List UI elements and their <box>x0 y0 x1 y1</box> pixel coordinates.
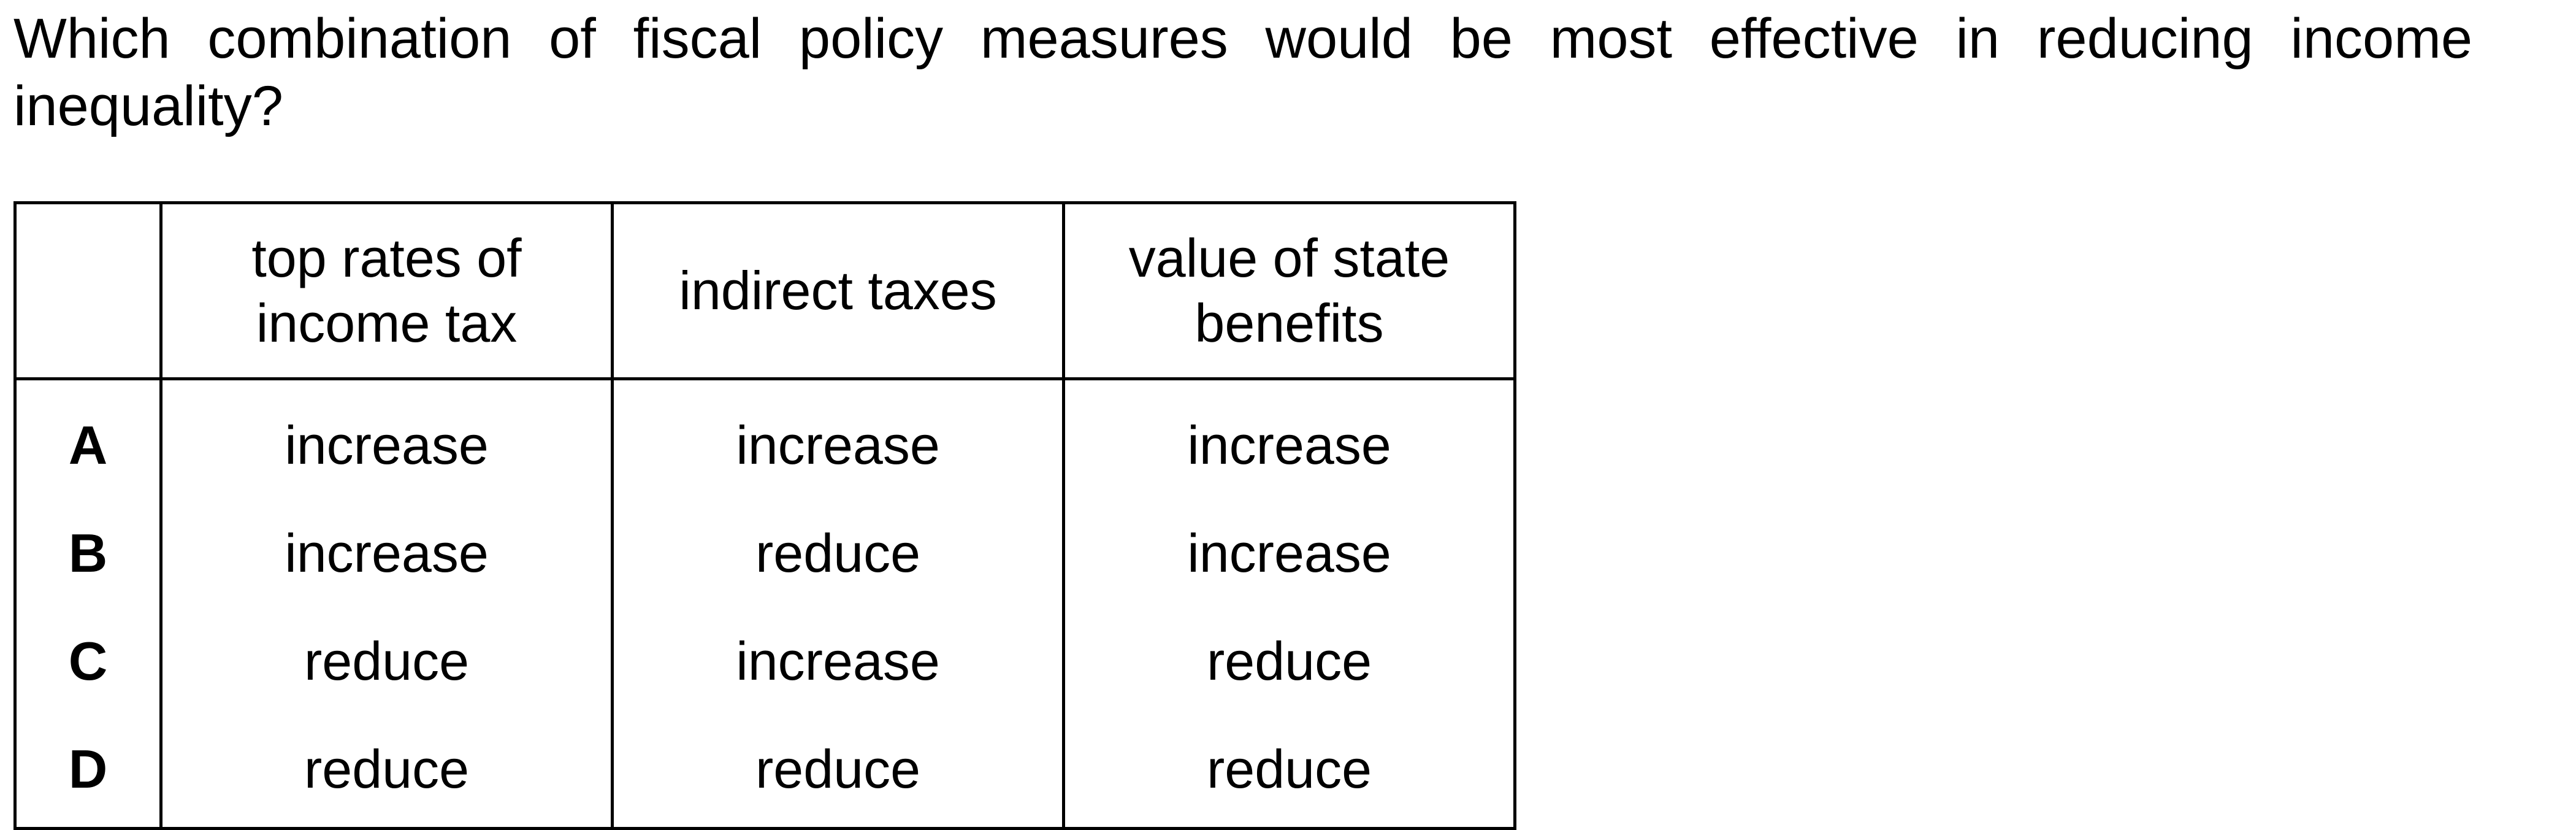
question-text: Which combination of fiscal policy measu… <box>13 7 2472 137</box>
table-cell: reduce <box>1062 715 1516 829</box>
table-cell: reduce <box>1062 607 1516 715</box>
header-empty-cell <box>13 202 162 380</box>
header-value-of-state-benefits: value of state benefits <box>1062 202 1516 380</box>
table-row: D reduce reduce reduce <box>13 715 1516 829</box>
table-cell: reduce <box>611 499 1065 607</box>
table-cell: reduce <box>159 607 614 715</box>
table-row: A increase increase increase <box>13 378 1516 499</box>
header-top-rates-of-income-tax: top rates of income tax <box>159 202 614 380</box>
table-cell: increase <box>611 378 1065 499</box>
table-cell: increase <box>611 607 1065 715</box>
table-cell: increase <box>1062 378 1516 499</box>
option-letter: A <box>13 378 162 499</box>
table-cell: reduce <box>611 715 1065 829</box>
table-cell: reduce <box>159 715 614 829</box>
header-indirect-taxes: indirect taxes <box>611 202 1065 380</box>
table-row: C reduce increase reduce <box>13 607 1516 715</box>
table-header-row: top rates of income tax indirect taxes v… <box>13 202 1516 380</box>
options-table: top rates of income tax indirect taxes v… <box>13 201 1516 830</box>
table-cell: increase <box>159 378 614 499</box>
option-letter: D <box>13 715 162 829</box>
table-row: B increase reduce increase <box>13 499 1516 607</box>
option-letter: C <box>13 607 162 715</box>
table-cell: increase <box>159 499 614 607</box>
option-letter: B <box>13 499 162 607</box>
table-cell: increase <box>1062 499 1516 607</box>
